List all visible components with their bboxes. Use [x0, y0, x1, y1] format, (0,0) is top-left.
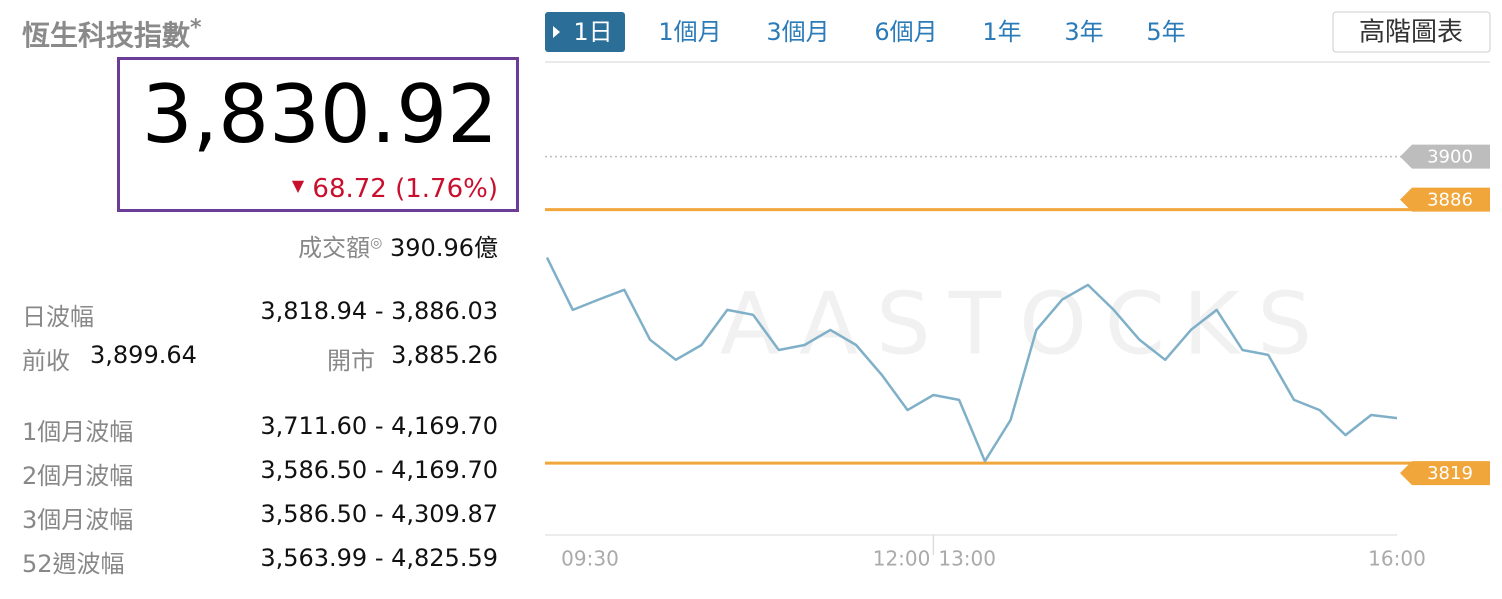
stat-value: 3,899.64 — [90, 341, 197, 369]
stat-value: 3,586.50 - 4,169.70 — [260, 456, 498, 484]
stat-label: 1個月波幅 — [22, 418, 134, 446]
stat-label: 3個月波幅 — [22, 506, 134, 534]
stat-value: 3,818.94 - 3,886.03 — [260, 297, 498, 325]
tab[interactable]: 6個月 — [874, 18, 937, 46]
x-tick-label: 09:30 — [561, 547, 619, 571]
x-tick-label: 16:00 — [1368, 547, 1426, 571]
stat-label: 2個月波幅 — [22, 462, 134, 490]
reference-label: 3886 — [1427, 190, 1473, 211]
title-text: 恆生科技指數 — [22, 19, 191, 52]
change-text: 68.72 (1.76%) — [312, 174, 498, 204]
turnover-label: 成交額 — [298, 234, 371, 262]
reference-tag — [1400, 461, 1490, 486]
info-icon: ◎ — [370, 235, 383, 251]
stat-value: 3,563.99 - 4,825.59 — [260, 544, 498, 572]
x-tick-label: 13:00 — [938, 547, 996, 571]
tab-active-bg — [545, 12, 625, 52]
tab[interactable]: 1年 — [982, 18, 1021, 46]
tab[interactable]: 1個月 — [658, 18, 721, 46]
price-line — [545, 257, 1398, 463]
advanced-chart-button[interactable] — [1332, 11, 1491, 53]
turnover-value: 390.96億 — [390, 234, 498, 262]
advanced-chart-label[interactable]: 高階圖表 — [1359, 18, 1463, 48]
reference-tag — [1400, 144, 1490, 169]
tab[interactable]: 1日 — [573, 18, 612, 46]
tab-caret — [553, 26, 560, 38]
index-title: 恆生科技指數* — [22, 14, 202, 54]
stat-value: 3,711.60 - 4,169.70 — [260, 412, 498, 440]
turnover: 成交額◎ 390.96億 — [298, 228, 498, 263]
reference-label: 3819 — [1427, 463, 1473, 484]
stat-label: 開市 — [327, 347, 375, 375]
stat-label: 52週波幅 — [22, 550, 125, 578]
stat-label: 日波幅 — [22, 303, 94, 331]
stat-value: 3,586.50 - 4,309.87 — [260, 500, 498, 528]
tab[interactable]: 3個月 — [766, 18, 829, 46]
reference-tag — [1400, 187, 1490, 212]
stat-value: 3,885.26 — [391, 341, 498, 369]
tab[interactable]: 5年 — [1146, 18, 1185, 46]
change: ▼ 68.72 (1.76%) — [292, 174, 498, 204]
title-mark: * — [190, 15, 202, 41]
x-tick-label: 12:00 — [873, 547, 931, 571]
price: 3,830.92 — [141, 68, 498, 161]
stat-label: 前收 — [22, 347, 70, 375]
tab[interactable]: 3年 — [1064, 18, 1103, 46]
watermark: AASTOCKS — [720, 274, 1330, 374]
down-arrow: ▼ — [291, 176, 305, 195]
price-box: 3,830.92 ▼ 68.72 (1.76%) — [117, 57, 519, 212]
reference-label: 3900 — [1427, 147, 1473, 168]
